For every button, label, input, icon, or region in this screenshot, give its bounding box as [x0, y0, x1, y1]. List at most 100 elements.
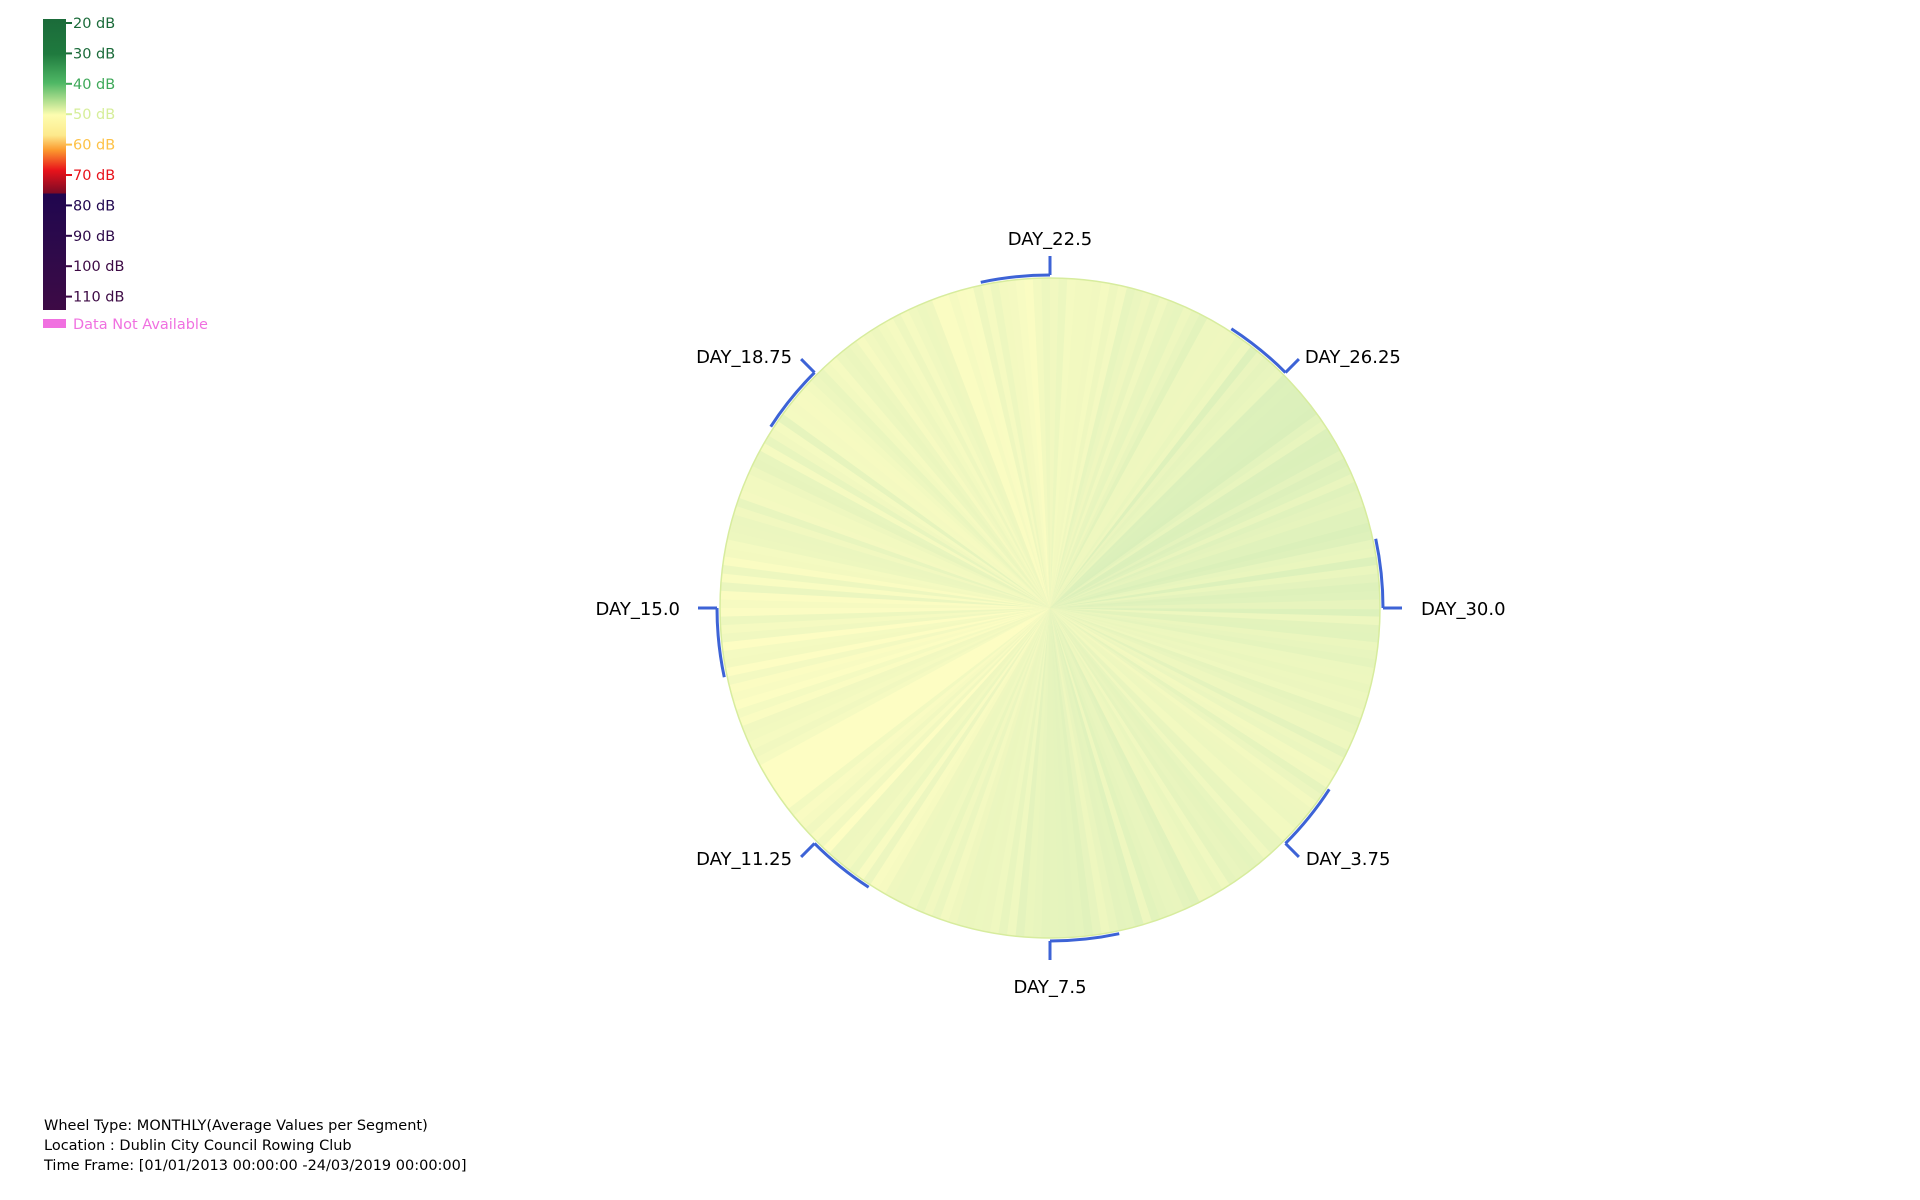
wheel-segment [1050, 581, 1380, 608]
wheel-segment [720, 606, 1050, 617]
wheel-segment [882, 312, 1050, 608]
wheel-segment [920, 608, 1050, 921]
wheel-segment [773, 410, 1050, 608]
wheel-segment [1050, 425, 1337, 608]
legend-label: 60 dB [73, 138, 115, 154]
location-text: Location : Dublin City Council Rowing Cl… [44, 1138, 352, 1154]
legend-label: 20 dB [73, 16, 115, 32]
wheel-segment [813, 364, 1050, 608]
wheel-segment [913, 298, 1050, 608]
wheel-segment [737, 478, 1050, 608]
legend-label: 70 dB [73, 168, 115, 184]
wheel-segment [768, 608, 1050, 798]
wheel-segment [1050, 608, 1233, 895]
angular-axis: DAY_30.0 DAY_3.75 DAY_7.5 DAY_11.25 DAY_15.0… [595, 229, 1505, 998]
wheel-segment [720, 608, 1050, 635]
wheel-segments [720, 278, 1380, 938]
wheel-segment [1050, 608, 1094, 938]
wheel-segment [769, 417, 1050, 608]
legend-label: 40 dB [73, 77, 115, 93]
wheel-segment [751, 447, 1050, 608]
wheel-segment [801, 376, 1050, 608]
wheel-segment [1050, 371, 1294, 608]
wheel-segment [807, 370, 1050, 608]
wheel-segment [1050, 608, 1203, 911]
wheel-segment [1050, 608, 1357, 754]
wheel-segment [783, 608, 1050, 819]
wheel-segment [1050, 608, 1129, 936]
wheel-segment [733, 608, 1050, 729]
wheel-segment [971, 280, 1050, 608]
legend-label: 30 dB [73, 46, 115, 62]
legend-label: 100 dB [73, 259, 124, 275]
wheel-segment [1050, 608, 1077, 938]
wheel-segment [1050, 608, 1195, 915]
wheel-segment [1050, 327, 1241, 608]
wheel-segment [740, 470, 1050, 608]
wheel-segment [988, 278, 1050, 608]
wheel-segment [1050, 608, 1305, 834]
wheel-segment [1050, 512, 1374, 608]
wheel-segment [896, 608, 1050, 911]
wheel-segment [832, 346, 1050, 608]
wheel-segment [1050, 608, 1146, 932]
wheel-segment [1050, 608, 1240, 890]
wheel-segment [720, 608, 1050, 661]
axis-arc [715, 607, 726, 678]
wheel-segment [1050, 440, 1346, 608]
axis-tick-label: DAY_18.75 [696, 347, 792, 368]
wheel-segment [1050, 608, 1162, 928]
wheel-segment [1050, 608, 1275, 864]
wheel-segment [1050, 572, 1380, 608]
legend-label: 110 dB [73, 290, 124, 306]
axis-tick [800, 842, 816, 858]
wheel-segment [831, 608, 1050, 869]
wheel-segment [1050, 487, 1367, 608]
wheel-segment [938, 288, 1050, 608]
wheel-segment [921, 294, 1050, 608]
wheel-segment [1050, 359, 1282, 608]
wheel-segment [1050, 309, 1211, 608]
wheel-segment [740, 608, 1050, 745]
wheel-segment [720, 608, 1050, 678]
wheel-segment [1050, 608, 1311, 827]
legend-label: 50 dB [73, 107, 115, 123]
wheel-segment [839, 341, 1050, 608]
wheel-segment [1050, 608, 1353, 762]
wheel-outline [719, 277, 1381, 939]
wheel-segment [795, 382, 1050, 608]
wheel-segment [1050, 411, 1327, 608]
wheel-segment [846, 336, 1050, 608]
wheel-segment [1050, 608, 1247, 885]
wheel-segment [1050, 331, 1248, 608]
wheel-segment [720, 608, 1050, 652]
wheel-segment [812, 608, 1050, 851]
axis-arc [980, 273, 1051, 284]
wheel-segment [720, 608, 1050, 644]
wheel-segment [1050, 608, 1187, 918]
wheel-segment [890, 308, 1050, 608]
wheel-segment [1050, 336, 1255, 608]
wheel-segment [763, 608, 1050, 791]
wheel-segment [728, 608, 1050, 712]
wheel-segment [726, 608, 1050, 704]
wheel-segment [905, 301, 1050, 608]
wheel-segment [1050, 301, 1196, 608]
info-block: Wheel Type: MONTHLY(Average Values per S… [43, 1118, 467, 1174]
axis-arc [1284, 788, 1331, 845]
axis-tick-label: DAY_15.0 [595, 599, 680, 620]
wheel-segment [819, 358, 1050, 608]
legend-color-bar [43, 19, 66, 310]
wheel-segment [859, 608, 1050, 889]
wheel-segment [860, 326, 1050, 608]
wheel-segment [1050, 555, 1380, 608]
wheel-segment [1050, 608, 1341, 785]
wheel-segment [1050, 471, 1360, 608]
axis-tick-label: DAY_11.25 [696, 849, 792, 870]
wheel-segment [1050, 599, 1380, 610]
axis-arc [769, 371, 816, 428]
axis-tick-label: DAY_3.75 [1306, 849, 1391, 870]
wheel-segment [1050, 608, 1120, 938]
wheel-segment [1050, 608, 1316, 820]
